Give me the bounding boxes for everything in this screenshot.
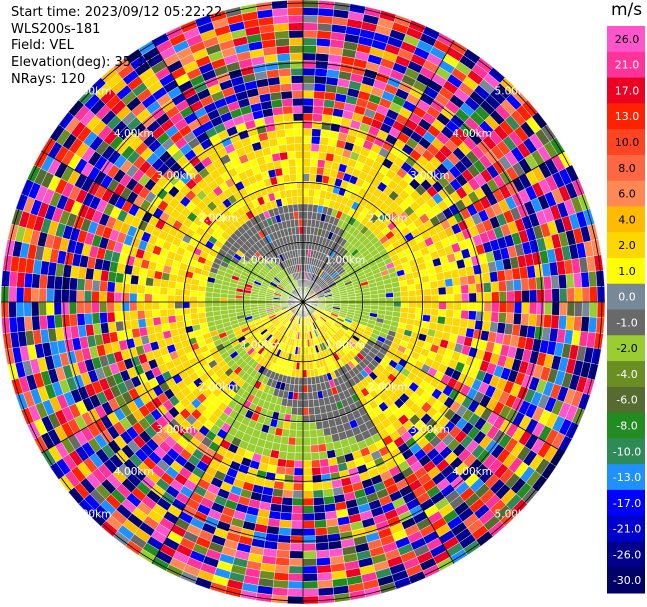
colorbar-tick-label: 1.0: [618, 265, 636, 278]
colorbar-tick-label: -2.0: [616, 342, 637, 355]
start-time-text: Start time: 2023/09/12 05:22:22: [11, 5, 223, 20]
colorbar-tick-label: -26.0: [613, 548, 641, 561]
colorbar-tick-label: -10.0: [613, 445, 641, 458]
colorbar-tick-label: -1.0: [616, 316, 637, 329]
colorbar-tick-label: -4.0: [616, 368, 637, 381]
colorbar-tick-label: -21.0: [613, 523, 641, 536]
colorbar-tick-label: -30.0: [613, 574, 641, 587]
colorbar-tick-label: 8.0: [618, 162, 636, 175]
colorbar-tick-label: 26.0: [615, 33, 640, 46]
colorbar-tick-label: 10.0: [615, 136, 640, 149]
velocity-sectors: [0, 0, 606, 605]
instrument-text: WLS200s-181: [11, 21, 101, 37]
nrays-text: NRays: 120: [11, 72, 86, 87]
colorbar-tick-label: 2.0: [618, 239, 636, 252]
colorbar-tick-label: -8.0: [616, 419, 637, 432]
colorbar-tick-label: 4.0: [618, 213, 636, 226]
colorbar-unit-label: m/s: [611, 0, 643, 20]
colorbar-tick-label: 21.0: [615, 59, 640, 72]
header-info: Start time: 2023/09/12 05:22:22 WLS200s-…: [11, 5, 222, 89]
field-text: Field: VEL: [11, 38, 74, 53]
elevation-text: Elevation(deg): 35.30: [11, 54, 152, 70]
colorbar-tick-label: 0.0: [618, 291, 636, 304]
colorbar-tick-label: 6.0: [618, 188, 636, 201]
colorbar-tick-label: 13.0: [615, 110, 640, 123]
colorbar-tick-label: -13.0: [613, 471, 641, 484]
colorbar-tick-label: -6.0: [616, 394, 637, 407]
colorbar-tick-label: 17.0: [615, 84, 640, 97]
colorbar-tick-label: -17.0: [613, 497, 641, 510]
